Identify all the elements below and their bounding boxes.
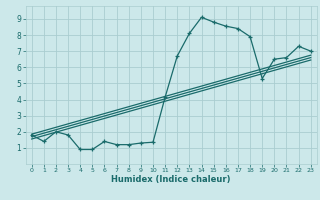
X-axis label: Humidex (Indice chaleur): Humidex (Indice chaleur) <box>111 175 231 184</box>
